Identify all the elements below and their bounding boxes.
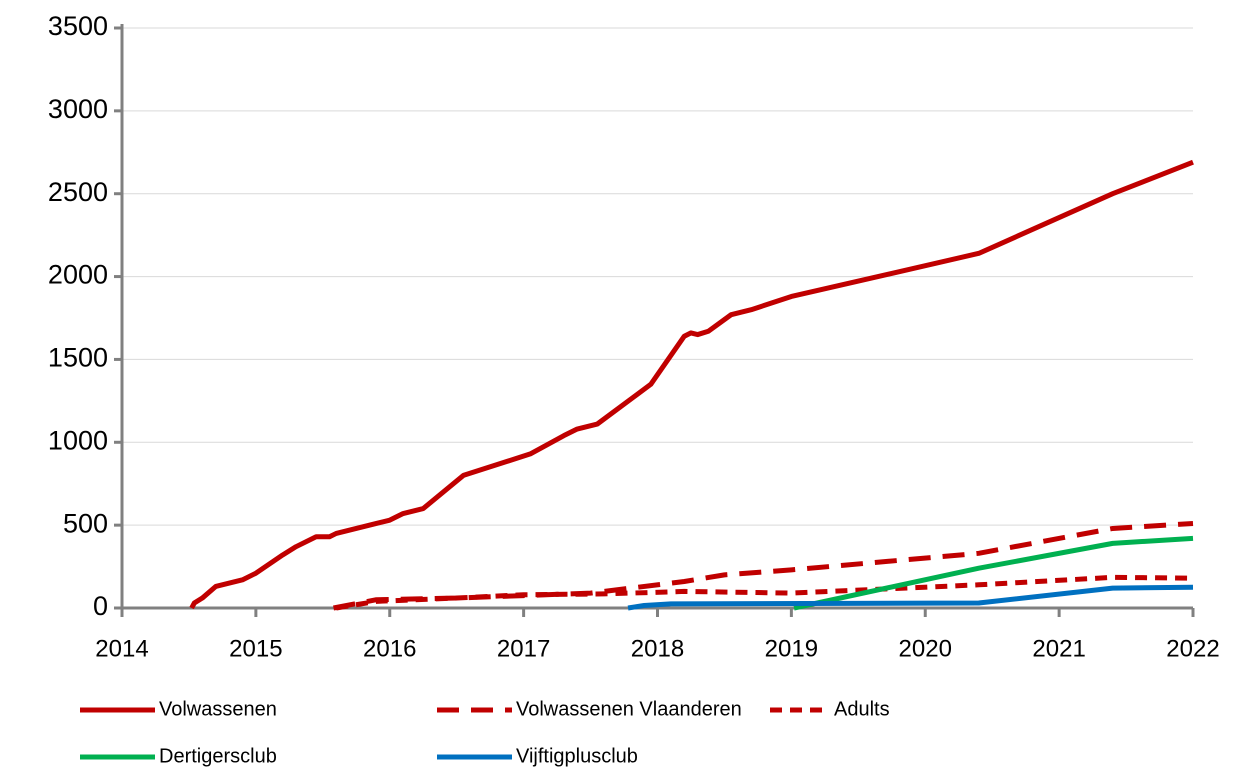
series-line xyxy=(335,574,1194,611)
series-line xyxy=(793,535,1194,611)
y-tick-label: 2000 xyxy=(48,260,108,290)
legend-label: Volwassenen xyxy=(159,698,277,720)
x-tick-label: 2022 xyxy=(1166,635,1219,662)
x-tick-label: 2014 xyxy=(95,635,148,662)
legend-label: Volwassenen Vlaanderen xyxy=(516,698,742,720)
legend-label: Adults xyxy=(834,698,890,720)
y-tick-label: 1500 xyxy=(48,343,108,373)
x-tick-label: 2015 xyxy=(229,635,282,662)
legend-label: Vijftigplusclub xyxy=(516,745,638,767)
x-tick-label: 2018 xyxy=(631,635,684,662)
legend-label: Dertigersclub xyxy=(159,745,277,767)
y-tick-label: 0 xyxy=(93,591,108,621)
series-line xyxy=(333,520,1194,611)
y-tick-label: 3500 xyxy=(48,11,108,41)
x-tick-label: 2016 xyxy=(363,635,416,662)
y-tick-label: 3000 xyxy=(48,94,108,124)
x-tick-label: 2017 xyxy=(497,635,550,662)
series-line xyxy=(627,584,1194,611)
series-line xyxy=(189,159,1194,610)
x-tick-label: 2021 xyxy=(1032,635,1085,662)
y-tick-label: 2500 xyxy=(48,177,108,207)
x-tick-label: 2020 xyxy=(899,635,952,662)
y-tick-label: 1000 xyxy=(48,425,108,455)
y-tick-label: 500 xyxy=(63,508,108,538)
x-tick-label: 2019 xyxy=(765,635,818,662)
